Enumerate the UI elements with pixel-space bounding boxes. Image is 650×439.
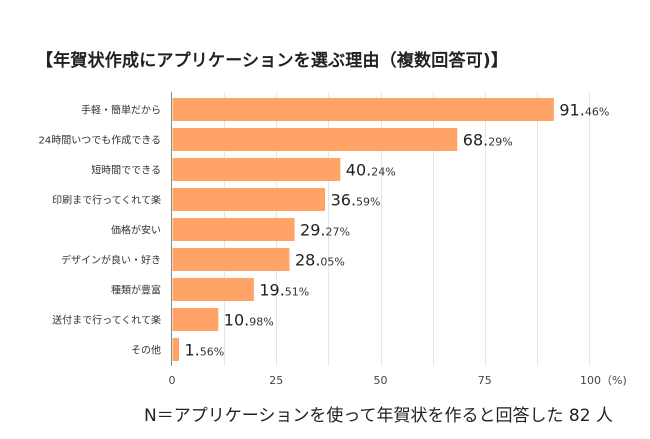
category-label: デザインが良い・好き: [61, 254, 161, 267]
bars: [172, 98, 554, 361]
category-labels: 手軽・簡単だから 24時間いつでも作成できる短時間でできる印刷まで行ってくれて楽価…: [38, 104, 161, 357]
category-label: 送付まで行ってくれて楽: [52, 314, 161, 327]
category-label: 価格が安い: [111, 224, 161, 237]
chart-title: 【年賀状作成にアプリケーションを選ぶ理由（複数回答可)】: [36, 51, 509, 71]
bar: [172, 248, 290, 271]
bar: [172, 308, 219, 331]
x-tick-label: 0: [169, 374, 176, 387]
value-label: 40.24%: [346, 161, 396, 180]
value-label: 91.46%: [559, 101, 609, 120]
category-label: 短時間でできる: [91, 164, 161, 177]
value-labels: 91.46% 68.29% 40.24% 36.59% 29.27% 28.05% 19.5…: [185, 101, 610, 360]
category-label: 手軽・簡単だから: [81, 104, 161, 117]
value-label: 36.59%: [331, 191, 381, 210]
x-tick-label: 25: [269, 374, 283, 387]
value-label: 19.51%: [259, 281, 309, 300]
value-label: 28.05%: [295, 251, 345, 270]
category-label: 印刷まで行ってくれて楽: [52, 194, 161, 207]
x-tick-labels: 0 25 50 75 100（%): [169, 374, 627, 387]
bar: [172, 158, 341, 181]
bar: [172, 188, 326, 211]
bar: [172, 128, 458, 151]
value-label: 68.29%: [463, 131, 513, 150]
category-label: その他: [131, 344, 161, 357]
bar: [172, 278, 254, 301]
x-tick-label: 50: [374, 374, 388, 387]
x-tick-label: 100（%): [580, 374, 627, 387]
sample-size-note: N＝アプリケーションを使って年賀状を作ると回答した 82 人: [144, 406, 613, 426]
x-tick-label: 75: [478, 374, 492, 387]
bar: [172, 218, 295, 241]
bar: [172, 338, 180, 361]
category-label: 24時間いつでも作成できる: [38, 135, 161, 147]
category-label: 種類が豊富: [111, 284, 161, 297]
value-label: 29.27%: [300, 221, 350, 240]
bar: [172, 98, 554, 121]
value-label: 1.56%: [185, 341, 225, 360]
value-label: 10.98%: [224, 311, 274, 330]
